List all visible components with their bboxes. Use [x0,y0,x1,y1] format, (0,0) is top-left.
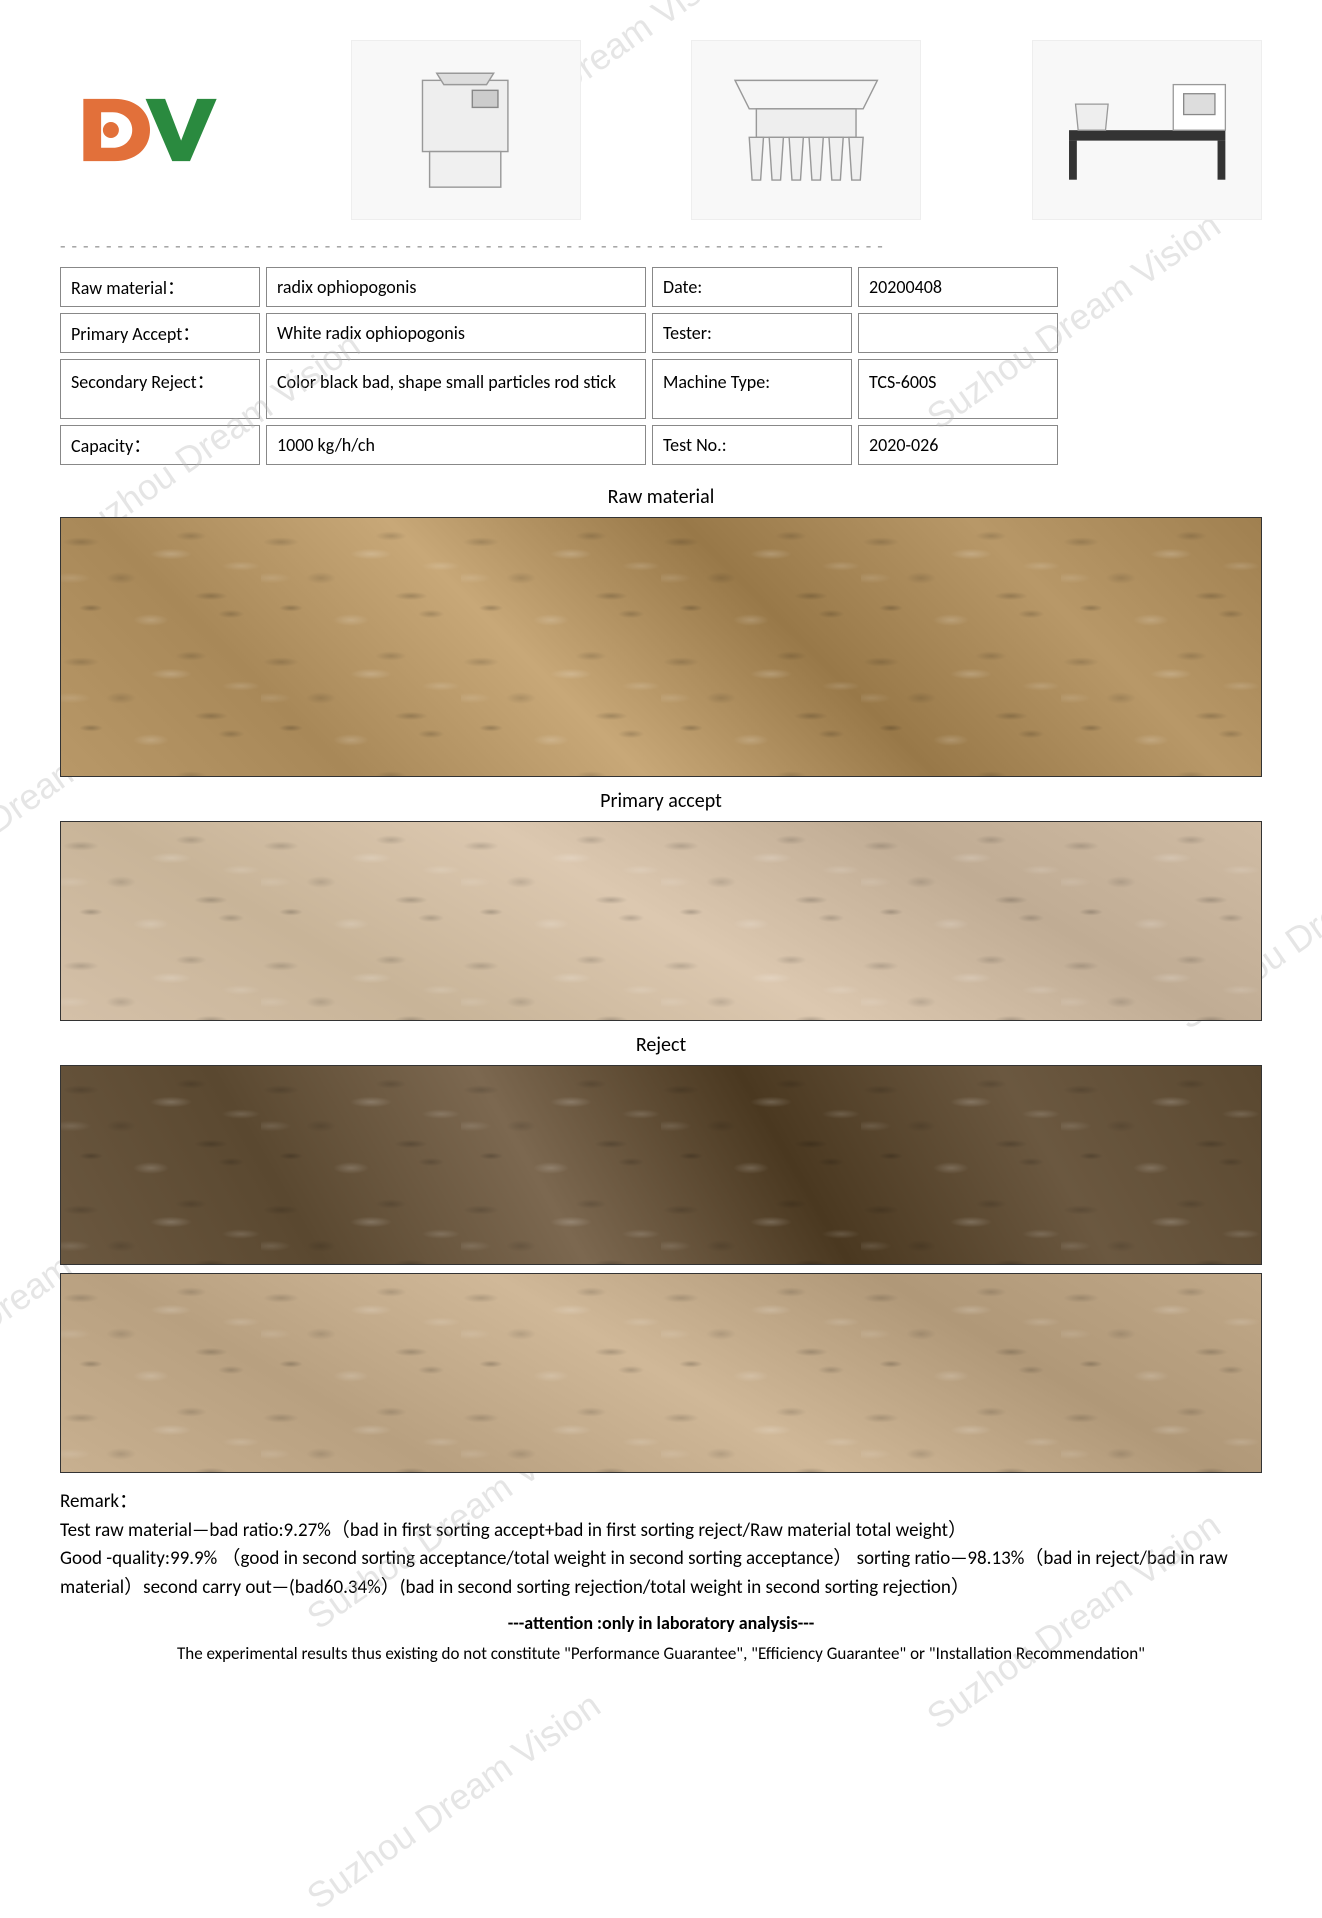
raw-material-photo [60,517,1262,777]
sorter-small-icon [351,40,581,220]
info-label: Tester: [652,313,852,353]
info-value: 20200408 [858,267,1058,307]
info-value: 2020-026 [858,425,1058,465]
attention-line: ---attention :only in laboratory analysi… [60,1610,1262,1637]
info-label: Machine Type: [652,359,852,419]
header-row [60,40,1262,220]
remark-line1: Test raw material—bad ratio:9.27%（bad in… [60,1517,1262,1546]
remark-line2: Good -quality:99.9% （good in second sort… [60,1545,1262,1602]
info-value: Color black bad, shape small particles r… [266,359,646,419]
raw-material-title: Raw material [60,485,1262,509]
info-label: Secondary Reject： [60,359,260,419]
info-value: TCS-600S [858,359,1058,419]
info-value: 1000 kg/h/ch [266,425,646,465]
info-label: Date: [652,267,852,307]
info-value: White radix ophiopogonis [266,313,646,353]
sorter-multi-icon [691,40,921,220]
info-label: Raw material： [60,267,260,307]
info-table: Raw material：radix ophiopogonisDate:2020… [60,267,1262,465]
reject-title: Reject [60,1033,1262,1057]
dash-divider: ----------------------------------------… [60,235,1262,257]
reject-photo-1 [60,1065,1262,1265]
sorter-belt-icon [1032,40,1262,220]
info-value [858,313,1058,353]
dv-logo [60,65,240,195]
primary-accept-title: Primary accept [60,789,1262,813]
watermark: Suzhou Dream Vision [299,1684,608,1918]
info-label: Primary Accept： [60,313,260,353]
disclaimer-line: The experimental results thus existing d… [60,1641,1262,1667]
info-value: radix ophiopogonis [266,267,646,307]
remark-title: Remark： [60,1488,1262,1517]
remark-block: Remark： Test raw material—bad ratio:9.27… [60,1488,1262,1667]
info-label: Test No.: [652,425,852,465]
info-label: Capacity： [60,425,260,465]
primary-accept-photo [60,821,1262,1021]
reject-photo-2 [60,1273,1262,1473]
